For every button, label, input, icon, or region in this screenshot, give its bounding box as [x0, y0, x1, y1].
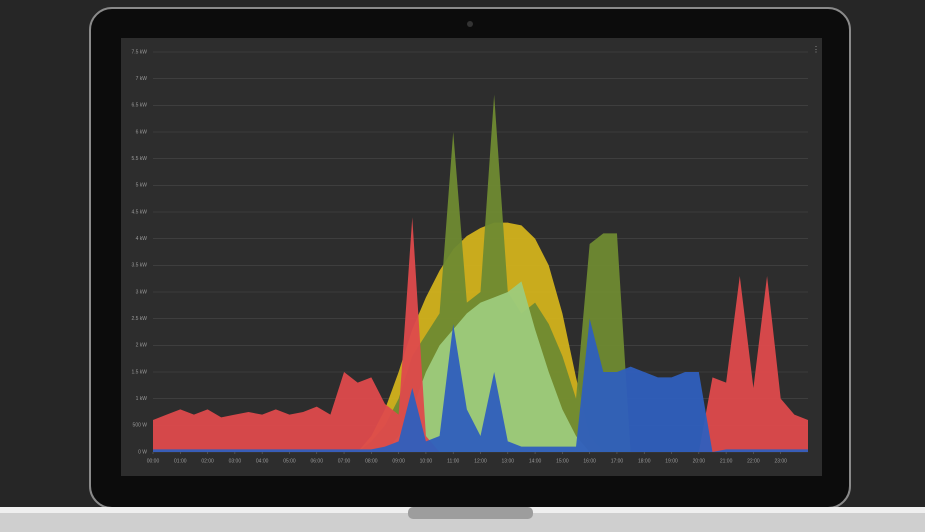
- x-tick-label: 10:00: [420, 458, 433, 464]
- y-tick-label: 1 kW: [136, 396, 148, 402]
- x-tick-label: 01:00: [174, 458, 187, 464]
- x-tick-label: 11:00: [447, 458, 459, 464]
- y-tick-label: 2 kW: [136, 343, 148, 349]
- x-tick-label: 16:00: [583, 458, 596, 464]
- menu-icon[interactable]: ⋮: [812, 45, 820, 54]
- y-tick-label: 6.5 kW: [131, 103, 147, 109]
- x-tick-label: 13:00: [502, 458, 515, 464]
- y-tick-label: 2.5 kW: [131, 316, 147, 322]
- y-tick-label: 5.5 kW: [131, 156, 147, 162]
- x-tick-label: 21:00: [720, 458, 733, 464]
- x-tick-label: 20:00: [693, 458, 706, 464]
- y-tick-label: 7.5 kW: [131, 49, 147, 55]
- x-tick-label: 12:00: [474, 458, 487, 464]
- y-tick-label: 3.5 kW: [131, 263, 147, 269]
- y-tick-label: 4.5 kW: [131, 209, 147, 215]
- y-tick-label: 4 kW: [136, 236, 148, 242]
- x-tick-label: 17:00: [611, 458, 624, 464]
- camera: [467, 21, 473, 27]
- y-tick-label: 5 kW: [136, 183, 148, 189]
- x-tick-label: 07:00: [338, 458, 351, 464]
- x-tick-label: 22:00: [747, 458, 760, 464]
- x-tick-label: 02:00: [201, 458, 214, 464]
- x-tick-label: 08:00: [365, 458, 378, 464]
- x-tick-label: 06:00: [310, 458, 323, 464]
- y-tick-label: 6 kW: [136, 129, 148, 135]
- x-tick-label: 00:00: [147, 458, 160, 464]
- x-tick-label: 03:00: [229, 458, 242, 464]
- x-tick-label: 19:00: [665, 458, 678, 464]
- x-tick-label: 18:00: [638, 458, 651, 464]
- x-tick-label: 09:00: [392, 458, 405, 464]
- y-tick-label: 3 kW: [136, 289, 148, 295]
- y-tick-label: 1.5 kW: [131, 369, 147, 375]
- x-tick-label: 15:00: [556, 458, 569, 464]
- laptop-notch: [408, 507, 533, 519]
- y-tick-label: 7 kW: [136, 76, 148, 82]
- laptop-screenshot: ⋮ 0 W 500 W 1 kW 1.5 kW 2 kW 2.5 kW 3 kW 3.5 kW…: [0, 0, 925, 532]
- x-tick-label: 14:00: [529, 458, 542, 464]
- y-tick-label: 0 W: [138, 449, 147, 455]
- x-tick-label: 23:00: [774, 458, 787, 464]
- x-tick-label: 04:00: [256, 458, 269, 464]
- y-tick-label: 500 W: [133, 423, 148, 429]
- x-tick-label: 05:00: [283, 458, 296, 464]
